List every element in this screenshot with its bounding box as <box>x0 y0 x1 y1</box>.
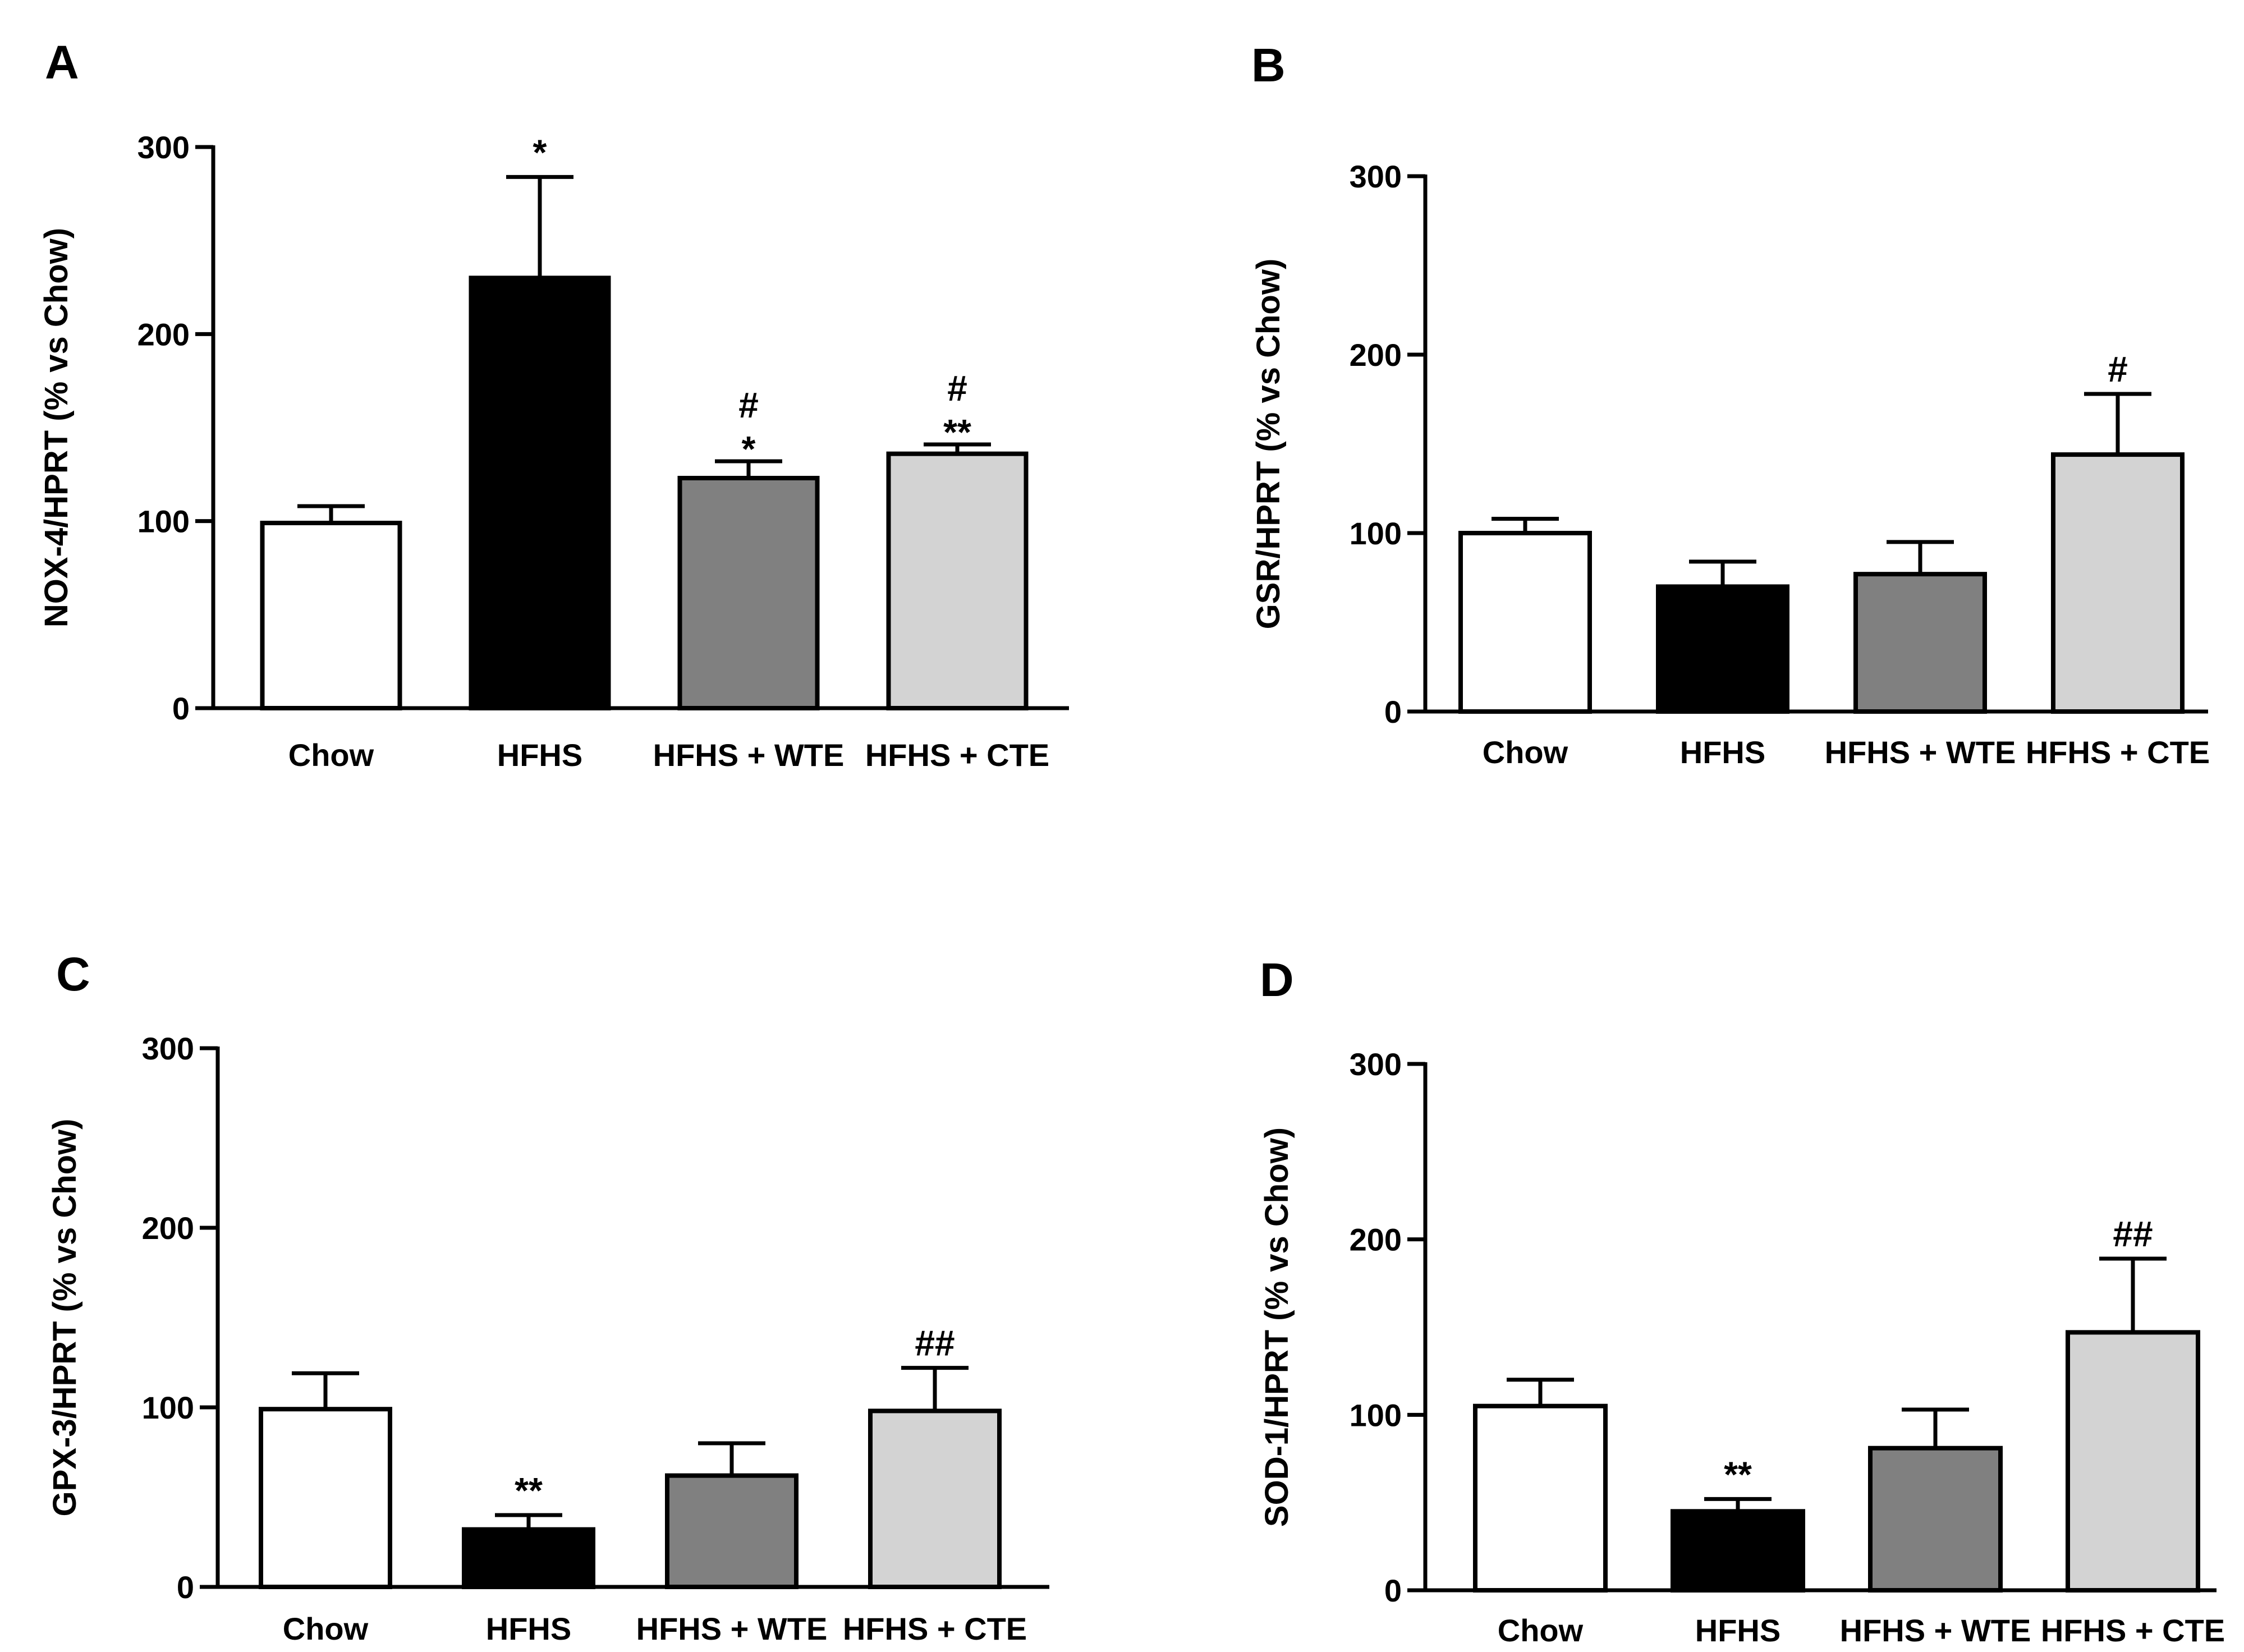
category-label: HFHS <box>497 737 582 773</box>
y-axis-title: NOX-4/HPRT (% vs Chow) <box>38 228 75 627</box>
panel-letter: D <box>1260 953 1294 1006</box>
bar-chow <box>260 521 402 710</box>
y-tick-label: 100 <box>137 504 190 539</box>
bar-chow <box>1458 531 1592 714</box>
chart-panel-b: B 0 100 200 300 GSR/HPRT (% vs Chow) Chow HFHS H… <box>1250 39 2210 770</box>
category-label: HFHS + CTE <box>843 1611 1027 1646</box>
category-label: HFHS <box>1680 735 1765 770</box>
category-label: HFHS + WTE <box>636 1611 828 1646</box>
y-tick-label: 200 <box>1350 1222 1402 1258</box>
category-label: HFHS + CTE <box>2041 1613 2225 1648</box>
category-label: Chow <box>1483 735 1568 770</box>
panel-letter: B <box>1251 39 1286 91</box>
category-label: HFHS + WTE <box>653 737 845 773</box>
y-tick-label: 100 <box>142 1390 194 1425</box>
bar-hfhs-wte <box>665 1473 799 1590</box>
panel-letter: A <box>45 36 79 89</box>
category-label: HFHS + WTE <box>1840 1613 2031 1648</box>
y-tick-label: 0 <box>1384 1573 1402 1608</box>
category-label: Chow <box>283 1611 369 1646</box>
significance-mark: * <box>533 132 547 172</box>
y-tick-label: 100 <box>1350 1397 1402 1433</box>
bar-chow <box>259 1407 392 1589</box>
category-label: HFHS <box>1695 1613 1780 1648</box>
significance-mark: ** <box>1724 1454 1752 1494</box>
significance-mark: ## <box>2113 1214 2153 1254</box>
bar-hfhs-wte <box>1868 1446 2003 1593</box>
bar-hfhs-cte <box>868 1408 1002 1589</box>
bar-hfhs-cte <box>886 451 1029 711</box>
bar-hfhs-wte <box>677 476 820 710</box>
category-label: Chow <box>288 737 374 773</box>
y-tick-label: 0 <box>172 691 190 726</box>
y-axis-title: GPX-3/HPRT (% vs Chow) <box>47 1119 83 1517</box>
chart-panel-d: D 0 100 200 300 SOD-1/HPRT (% vs Chow) Chow HFH… <box>1259 953 2225 1648</box>
significance-mark: # <box>738 385 759 425</box>
chart-panel-a: A 0 100 200 300 NOX-4/HPRT (% vs Chow) Chow HFH… <box>38 36 1069 773</box>
y-axis-title: GSR/HPRT (% vs Chow) <box>1250 259 1287 630</box>
category-label: HFHS + CTE <box>865 737 1049 773</box>
y-tick-label: 300 <box>1350 1047 1402 1082</box>
y-tick-label: 0 <box>177 1570 194 1605</box>
bar-hfhs <box>469 276 611 711</box>
significance-mark: ** <box>943 412 971 452</box>
bar-hfhs <box>462 1527 595 1590</box>
panel-letter: C <box>56 948 90 1001</box>
bar-hfhs-cte <box>2066 1330 2200 1593</box>
significance-mark: ** <box>515 1470 543 1511</box>
bar-chow <box>1473 1403 1608 1593</box>
category-label: HFHS + WTE <box>1825 735 2016 770</box>
y-tick-label: 200 <box>137 316 190 352</box>
bar-hfhs <box>1656 584 1789 714</box>
y-tick-label: 100 <box>1350 516 1402 551</box>
y-tick-label: 200 <box>1350 337 1402 373</box>
y-tick-label: 0 <box>1384 694 1402 729</box>
y-tick-label: 300 <box>137 130 190 165</box>
y-tick-label: 300 <box>1350 159 1402 194</box>
y-tick-label: 200 <box>142 1210 194 1246</box>
bar-hfhs-cte <box>2051 452 2185 714</box>
significance-mark: # <box>947 368 967 409</box>
category-label: HFHS <box>486 1611 571 1646</box>
category-label: Chow <box>1498 1613 1584 1648</box>
significance-mark: ## <box>915 1323 954 1364</box>
bar-hfhs-wte <box>1853 572 1987 714</box>
significance-mark: * <box>742 429 756 469</box>
significance-mark: # <box>2108 349 2128 389</box>
category-label: HFHS + CTE <box>2026 735 2210 770</box>
y-tick-label: 300 <box>142 1031 194 1066</box>
y-axis-title: SOD-1/HPRT (% vs Chow) <box>1259 1127 1295 1527</box>
chart-panel-c: C 0 100 200 300 GPX-3/HPRT (% vs Chow) Chow HFH… <box>47 948 1049 1646</box>
bar-hfhs <box>1671 1509 1805 1593</box>
